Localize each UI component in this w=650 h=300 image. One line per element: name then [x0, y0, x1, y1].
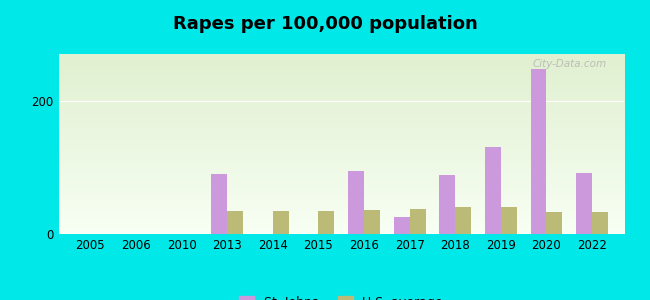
Text: City-Data.com: City-Data.com: [533, 59, 607, 69]
Bar: [273, 211, 289, 234]
Bar: [348, 171, 364, 234]
Legend: St. Johns, U.S. average: St. Johns, U.S. average: [235, 291, 448, 300]
Bar: [485, 147, 501, 234]
Bar: [439, 175, 455, 234]
Bar: [227, 211, 243, 234]
Bar: [547, 212, 562, 234]
Text: Rapes per 100,000 population: Rapes per 100,000 population: [173, 15, 477, 33]
Bar: [364, 210, 380, 234]
Bar: [394, 217, 410, 234]
Bar: [501, 207, 517, 234]
Bar: [455, 207, 471, 234]
Bar: [211, 174, 227, 234]
Bar: [576, 173, 592, 234]
Bar: [592, 212, 608, 234]
Bar: [410, 209, 426, 234]
Bar: [530, 69, 547, 234]
Bar: [318, 211, 334, 234]
